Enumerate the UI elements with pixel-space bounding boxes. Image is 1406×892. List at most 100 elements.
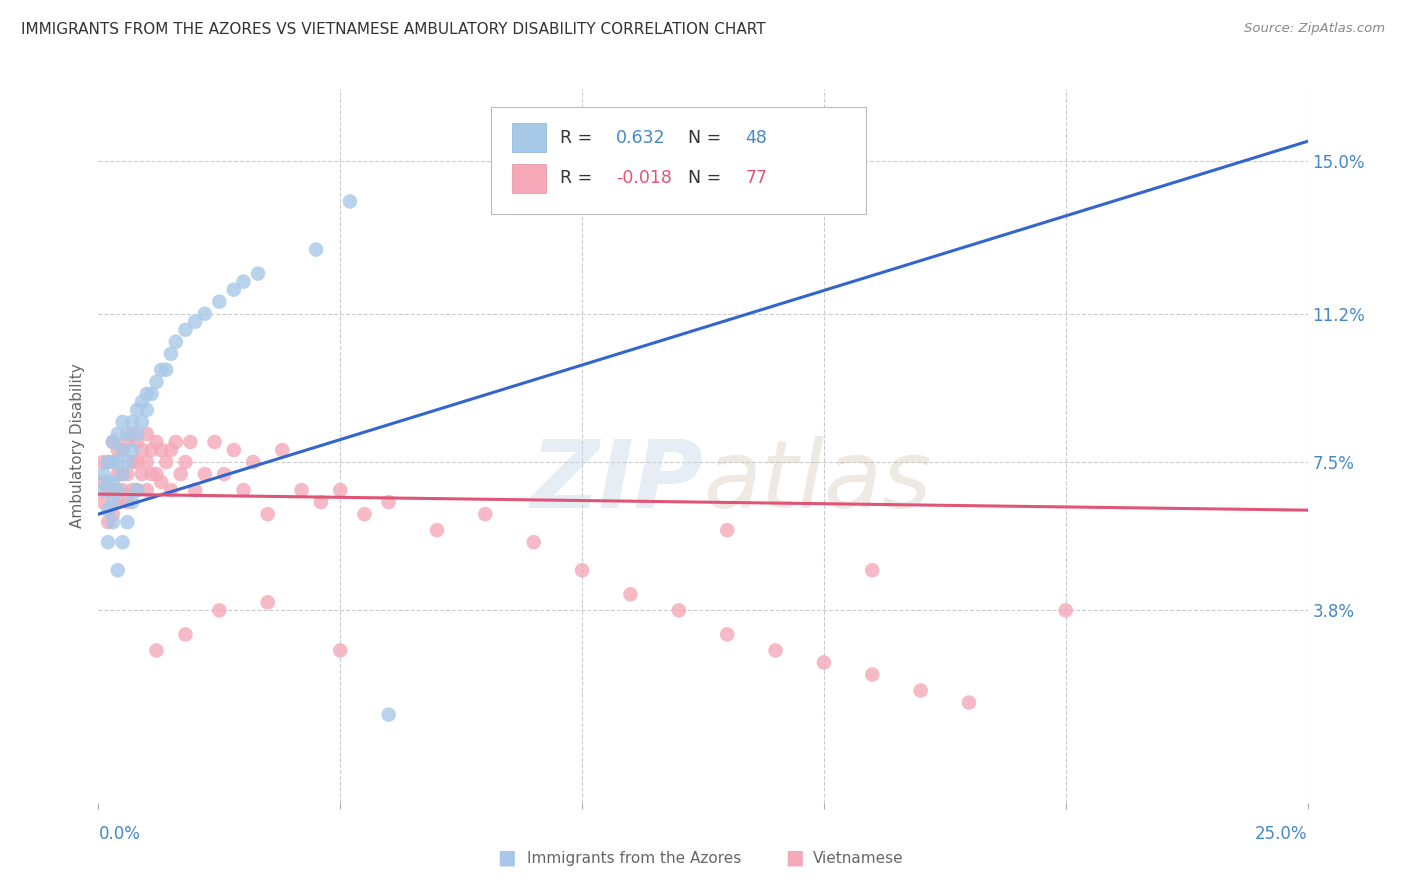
Point bbox=[426, 523, 449, 537]
Point bbox=[131, 442, 153, 457]
Point bbox=[91, 467, 114, 481]
Point bbox=[860, 563, 883, 577]
Text: 48: 48 bbox=[745, 128, 768, 146]
Text: N =: N = bbox=[689, 169, 727, 187]
Text: ZIP: ZIP bbox=[530, 435, 703, 528]
Text: N =: N = bbox=[689, 128, 727, 146]
Point bbox=[91, 495, 114, 509]
Point bbox=[111, 483, 134, 497]
Point bbox=[111, 415, 134, 429]
Point bbox=[101, 495, 124, 509]
Point bbox=[174, 627, 197, 641]
Point bbox=[135, 387, 157, 401]
Point bbox=[91, 475, 114, 489]
Point bbox=[121, 495, 143, 509]
Point bbox=[329, 643, 352, 657]
Point bbox=[107, 467, 129, 481]
Point bbox=[107, 455, 129, 469]
Point bbox=[107, 563, 129, 577]
Point bbox=[247, 267, 270, 281]
Point bbox=[97, 455, 120, 469]
Point bbox=[150, 363, 173, 377]
Point bbox=[121, 427, 143, 442]
Point bbox=[174, 455, 197, 469]
Point bbox=[256, 595, 278, 609]
Point bbox=[174, 323, 197, 337]
Point bbox=[353, 507, 375, 521]
Point bbox=[957, 696, 980, 710]
Point bbox=[290, 483, 312, 497]
Point bbox=[232, 275, 254, 289]
Point bbox=[242, 455, 264, 469]
Point bbox=[1054, 603, 1077, 617]
Point bbox=[121, 415, 143, 429]
Point bbox=[155, 455, 177, 469]
Point bbox=[97, 483, 120, 497]
Text: R =: R = bbox=[561, 128, 598, 146]
Point bbox=[160, 442, 183, 457]
Point bbox=[97, 535, 120, 549]
Point bbox=[309, 495, 332, 509]
Point bbox=[135, 427, 157, 442]
Point bbox=[107, 483, 129, 497]
Text: ▪: ▪ bbox=[785, 844, 804, 872]
Point bbox=[523, 535, 546, 549]
Point bbox=[135, 403, 157, 417]
Point bbox=[145, 375, 167, 389]
Text: 77: 77 bbox=[745, 169, 768, 187]
Point bbox=[305, 243, 328, 257]
Point bbox=[117, 455, 139, 469]
Point bbox=[127, 455, 149, 469]
Point bbox=[107, 427, 129, 442]
Point bbox=[232, 483, 254, 497]
Point bbox=[571, 563, 593, 577]
Point bbox=[145, 435, 167, 450]
Point bbox=[127, 435, 149, 450]
Point bbox=[155, 363, 177, 377]
Point bbox=[141, 442, 163, 457]
Text: atlas: atlas bbox=[703, 436, 931, 527]
Point bbox=[111, 467, 134, 481]
Point bbox=[145, 643, 167, 657]
Point bbox=[208, 294, 231, 309]
Text: Vietnamese: Vietnamese bbox=[813, 851, 903, 865]
Point bbox=[101, 483, 124, 497]
Point bbox=[127, 483, 149, 497]
Point bbox=[208, 603, 231, 617]
Point bbox=[860, 667, 883, 681]
Point bbox=[619, 587, 641, 601]
Point bbox=[160, 483, 183, 497]
Point bbox=[377, 707, 399, 722]
Point bbox=[101, 455, 124, 469]
Text: 25.0%: 25.0% bbox=[1256, 825, 1308, 843]
FancyBboxPatch shape bbox=[512, 123, 546, 152]
Point bbox=[668, 603, 690, 617]
Point bbox=[910, 683, 932, 698]
Point bbox=[716, 627, 738, 641]
Point bbox=[141, 387, 163, 401]
Point bbox=[339, 194, 361, 209]
Point bbox=[377, 495, 399, 509]
Point bbox=[765, 643, 787, 657]
Point bbox=[127, 403, 149, 417]
Point bbox=[117, 467, 139, 481]
Point bbox=[121, 442, 143, 457]
Point bbox=[135, 455, 157, 469]
Point bbox=[111, 535, 134, 549]
Point bbox=[165, 435, 187, 450]
Point bbox=[91, 455, 114, 469]
Point bbox=[121, 455, 143, 469]
Text: Source: ZipAtlas.com: Source: ZipAtlas.com bbox=[1244, 22, 1385, 36]
Point bbox=[107, 495, 129, 509]
Point bbox=[97, 515, 120, 529]
Y-axis label: Ambulatory Disability: Ambulatory Disability bbox=[70, 364, 86, 528]
Point bbox=[150, 442, 173, 457]
Text: -0.018: -0.018 bbox=[616, 169, 672, 187]
Point bbox=[101, 435, 124, 450]
Text: Immigrants from the Azores: Immigrants from the Azores bbox=[527, 851, 741, 865]
FancyBboxPatch shape bbox=[512, 164, 546, 193]
Text: IMMIGRANTS FROM THE AZORES VS VIETNAMESE AMBULATORY DISABILITY CORRELATION CHART: IMMIGRANTS FROM THE AZORES VS VIETNAMESE… bbox=[21, 22, 766, 37]
Point bbox=[97, 455, 120, 469]
Point bbox=[127, 483, 149, 497]
Point bbox=[165, 334, 187, 349]
